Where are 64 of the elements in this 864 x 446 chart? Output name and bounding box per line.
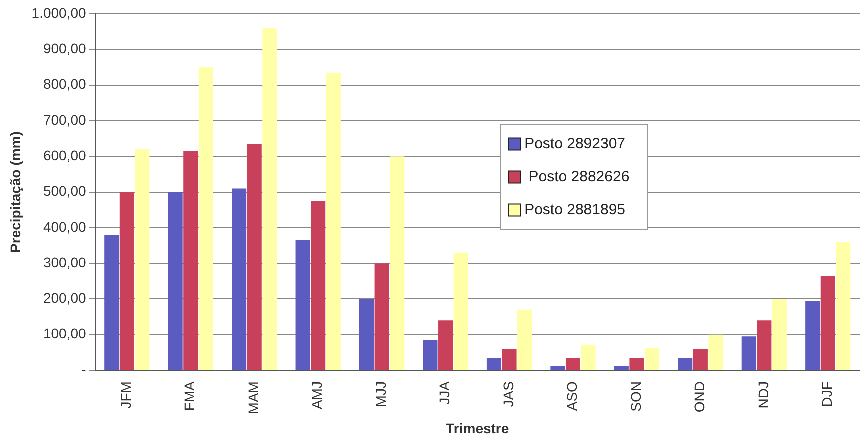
y-tick-label: 200,00 (43, 290, 86, 306)
bar (757, 320, 772, 370)
bar (198, 67, 214, 370)
x-tick-label: MJJ (372, 382, 389, 408)
bar (311, 201, 326, 370)
x-axis-title: Trimestre (446, 420, 510, 436)
bar (360, 299, 374, 370)
legend-label: Posto 2882626 (524, 168, 630, 186)
bar (104, 235, 120, 370)
bar (296, 240, 310, 370)
bar (678, 358, 693, 370)
bar (614, 366, 629, 370)
y-tick-label: 900,00 (43, 40, 86, 57)
x-tick-label: JJA (436, 380, 453, 405)
bar (820, 276, 836, 370)
bar (550, 366, 566, 370)
bar (566, 358, 580, 370)
y-tick-label: 800,00 (43, 76, 86, 92)
bar (693, 349, 708, 370)
bar (374, 264, 390, 370)
bar (836, 242, 851, 370)
bar (168, 192, 183, 370)
x-tick-label: OND (692, 382, 708, 413)
bar (247, 144, 262, 370)
y-tick-label: 700,00 (43, 112, 86, 128)
x-tick-label: NDJ (755, 382, 772, 409)
bar (135, 149, 150, 370)
y-tick-label: - (82, 361, 87, 378)
x-tick-label: DJF (818, 382, 835, 408)
x-tick-label: SON (628, 382, 644, 412)
legend-label: Posto 2892307 (524, 135, 626, 152)
y-axis-title: Precipitação (mm) (7, 132, 24, 253)
y-tick-label: 100,00 (43, 326, 86, 342)
x-tick-label: AMJ (309, 382, 326, 410)
y-tick-label: 300,00 (43, 254, 86, 270)
bar (644, 348, 660, 370)
x-tick-label: ASO (564, 381, 580, 412)
bar (423, 340, 438, 370)
bar (438, 320, 454, 370)
x-tick-label: JFM (118, 382, 134, 409)
bar (232, 188, 247, 370)
bar (630, 358, 644, 370)
bar (742, 336, 756, 370)
bar (454, 252, 468, 370)
x-tick-label: JAS (500, 382, 516, 408)
bar (326, 72, 341, 370)
bar (581, 344, 596, 370)
y-tick-label: 500,00 (43, 183, 86, 200)
bar (120, 192, 134, 370)
bar (262, 28, 278, 370)
bar (518, 310, 532, 370)
y-tick-label: 600,00 (43, 147, 86, 164)
bar (486, 358, 502, 370)
bar (772, 299, 787, 370)
bar (502, 349, 517, 370)
y-tick-label: 1.000,00 (32, 4, 87, 21)
x-tick-label: FMA (182, 380, 198, 412)
bar (390, 156, 405, 370)
bar (806, 301, 820, 370)
x-tick-label: MAM (245, 382, 262, 414)
bar (184, 151, 198, 370)
legend-label: Posto 2881895 (524, 201, 626, 218)
bar (708, 334, 724, 370)
y-tick-label: 400,00 (43, 218, 86, 235)
